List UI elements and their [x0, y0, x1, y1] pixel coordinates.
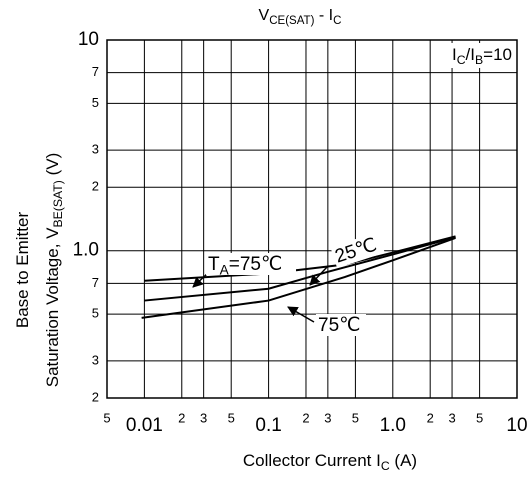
x-axis-label-part: (A)	[390, 451, 417, 470]
y-axis-label: Base to Emitter	[13, 212, 32, 329]
legend-label: TA=75℃	[208, 254, 282, 277]
x-tick-label: 5	[476, 410, 483, 425]
legend-label-part: 75℃	[318, 315, 360, 336]
legend-label-part: A	[220, 262, 230, 277]
series-line	[144, 235, 456, 282]
chart-title: VCE(SAT) - IC	[259, 7, 342, 27]
y-axis-label: Saturation Voltage, VBE(SAT) (V)	[43, 153, 65, 387]
x-tick-label: 5	[103, 410, 110, 425]
label-bg	[330, 231, 385, 269]
y-tick-label: 7	[92, 275, 99, 290]
annotation-part: I	[452, 45, 457, 64]
y-tick-label: 3	[92, 352, 99, 367]
label-bg	[206, 253, 296, 275]
annotation-part: B	[475, 53, 483, 67]
y-tick-label: 2	[92, 389, 99, 404]
y-tick-label: 1.0	[73, 240, 99, 261]
chart-title-part: V	[259, 7, 270, 24]
x-tick-label: 3	[324, 410, 331, 425]
y-tick-label: 5	[92, 306, 99, 321]
annotation-part: =10	[483, 45, 512, 64]
legend-label-part: =75℃	[229, 254, 283, 275]
legend-label-part: T	[208, 254, 220, 275]
x-tick-label: 2	[302, 410, 309, 425]
plot-frame	[106, 39, 518, 399]
y-axis-label-part: (V)	[43, 153, 62, 180]
annotation-arrow	[287, 306, 315, 323]
y-tick-label: 3	[92, 142, 99, 157]
x-tick-label: 10	[506, 415, 527, 436]
x-tick-label: 3	[448, 410, 455, 425]
x-tick-label: 3	[200, 410, 207, 425]
x-tick-label: 0.01	[126, 415, 163, 436]
legend-label: 75℃	[318, 315, 360, 336]
x-tick-label: 5	[228, 410, 235, 425]
y-tick-label: 2	[92, 179, 99, 194]
x-tick-label: 0.1	[255, 415, 281, 436]
x-axis-label: Collector Current IC (A)	[243, 451, 417, 473]
x-axis-label-part: C	[381, 459, 390, 473]
x-tick-label: 2	[178, 410, 185, 425]
x-tick-label: 1.0	[380, 415, 406, 436]
annotation-part: /I	[466, 45, 475, 64]
label-bg	[316, 314, 366, 336]
y-axis-label-part: BE(SAT)	[51, 180, 65, 227]
y-tick-label: 7	[92, 64, 99, 79]
annotation: IC/IB=10	[452, 45, 512, 67]
series-line	[141, 236, 456, 319]
x-axis-label-part: Collector Current I	[243, 451, 381, 470]
y-axis-label-part: Saturation Voltage, V	[43, 227, 62, 387]
y-tick-label: 5	[92, 95, 99, 110]
chart-title-part: - I	[314, 7, 333, 24]
annotation-part: C	[457, 53, 466, 67]
x-tick-label: 2	[427, 410, 434, 425]
chart-title-part: C	[333, 15, 341, 27]
annotation-arrow	[309, 265, 329, 286]
series-line	[144, 236, 456, 302]
y-axis-label-part: Base to Emitter	[13, 212, 32, 329]
annotation-bg	[440, 43, 515, 68]
y-tick-label: 10	[78, 29, 99, 50]
x-tick-label: 5	[352, 410, 359, 425]
annotation-arrow	[192, 272, 209, 288]
chart-title-part: CE(SAT)	[269, 15, 314, 27]
